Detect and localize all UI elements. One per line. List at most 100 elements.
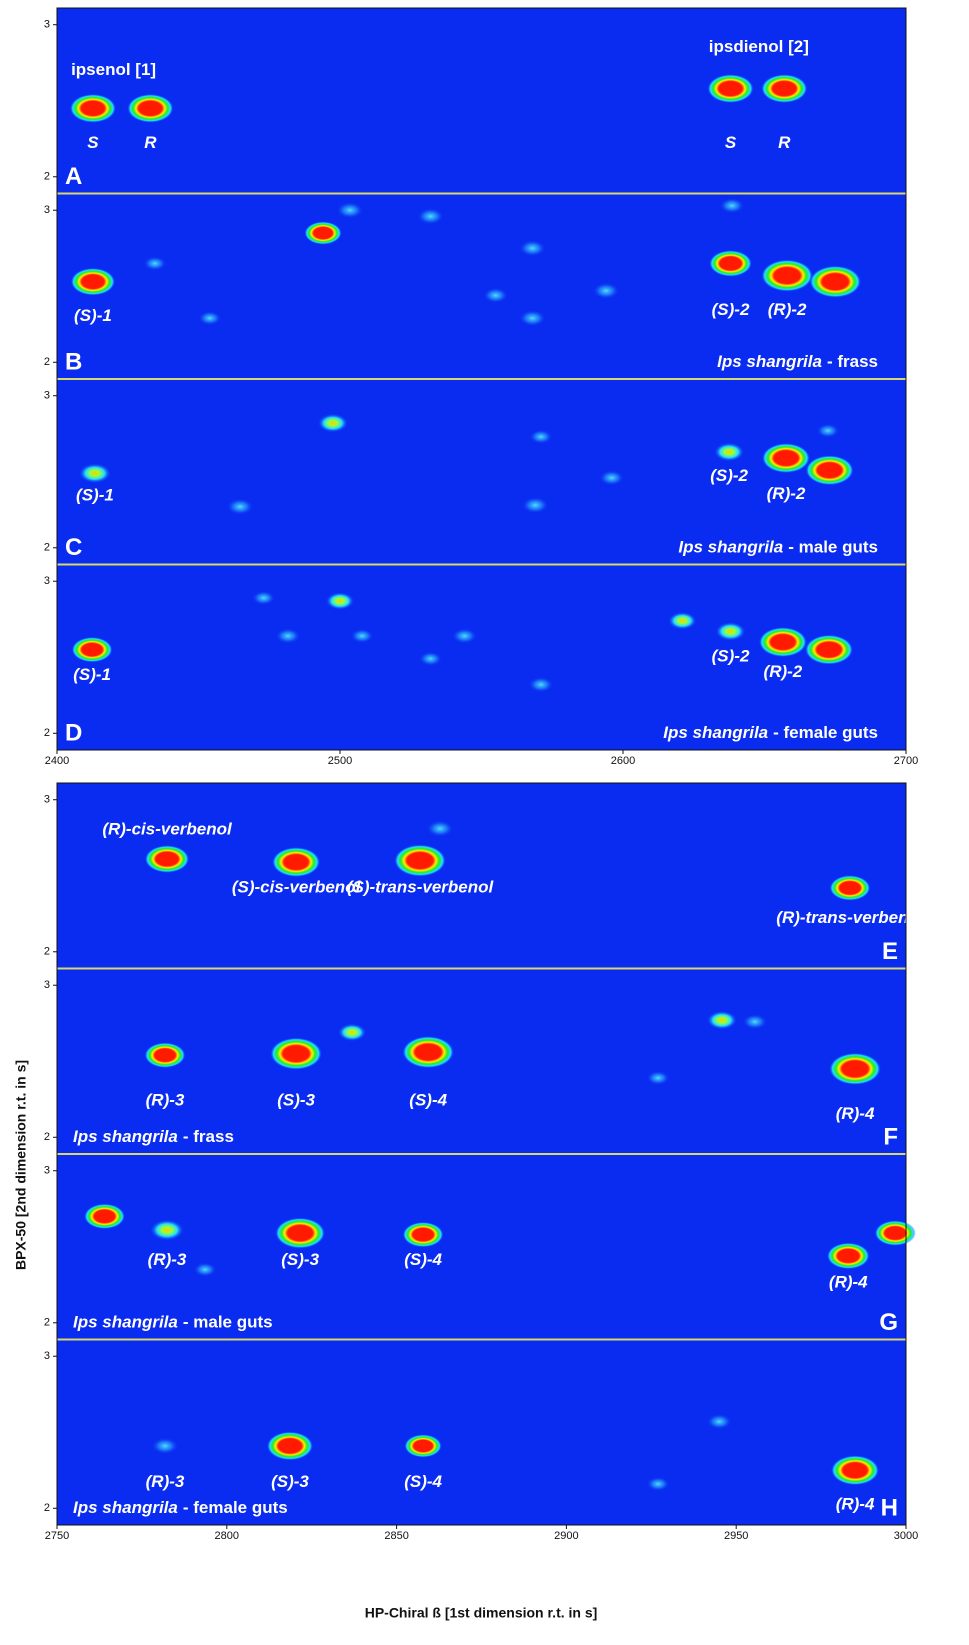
sample-part: - male guts [183, 1313, 273, 1332]
x-tick-label: 2850 [384, 1530, 408, 1542]
sample-label: Ips shangrila - female guts [663, 723, 878, 742]
peak [71, 636, 113, 663]
peak-label: (S)-3 [281, 1250, 319, 1269]
peak-label: (S)-cis-verbenol [232, 877, 362, 896]
x-tick-label: 2500 [328, 755, 352, 767]
plot-frame [56, 782, 907, 1526]
peak [78, 463, 112, 484]
species: Ips shangrila [73, 1498, 178, 1517]
panel-letter: G [879, 1309, 898, 1336]
peak-label: (S)-3 [277, 1090, 315, 1109]
x-tick-label: 2600 [611, 755, 635, 767]
peak [266, 1431, 314, 1461]
peak [275, 1217, 326, 1249]
panel-background [57, 1339, 906, 1525]
peak [193, 1262, 217, 1277]
peak [483, 287, 509, 304]
sample-label: Ips shangrila - frass [717, 352, 878, 371]
y-axis-title: BPX-50 [2nd dimension r.t. in s] [13, 1060, 29, 1270]
peak [144, 845, 190, 873]
peak [337, 1023, 367, 1042]
peak [69, 93, 117, 123]
peak [70, 267, 116, 296]
peak [417, 207, 444, 225]
x-axis-title: HP-Chiral ß [1st dimension r.t. in s] [365, 1605, 598, 1621]
peak [830, 1455, 880, 1486]
peak [226, 498, 254, 516]
y-tick-label: 2 [44, 171, 50, 183]
peak [275, 628, 301, 644]
x-tick-label: 3000 [894, 1530, 918, 1542]
y-tick-label: 2 [44, 1317, 50, 1329]
peak-label: (R)-3 [146, 1472, 185, 1491]
y-tick-label: 2 [44, 727, 50, 739]
peak-label: (R)-2 [768, 300, 807, 319]
y-tick-label: 3 [44, 1350, 50, 1362]
x-tick-label: 2400 [45, 755, 69, 767]
peak [829, 875, 871, 901]
sample-label: Ips shangrila - female guts [73, 1498, 288, 1517]
peak [874, 1220, 916, 1246]
panel-background [57, 379, 906, 565]
y-tick-label: 2 [44, 542, 50, 554]
panel-letter: A [65, 163, 82, 190]
peak [805, 455, 854, 486]
peak [519, 309, 546, 327]
peak [325, 592, 355, 610]
panel-letter: B [65, 348, 82, 375]
peak [350, 628, 374, 644]
peak [336, 201, 364, 219]
compound-label: ipsdienol [2] [709, 37, 809, 56]
y-tick-label: 3 [44, 390, 50, 402]
x-tick-label: 2950 [724, 1530, 748, 1542]
peak-label: (S)-4 [404, 1250, 442, 1269]
peak-label: (S)-2 [712, 647, 750, 666]
y-tick-label: 3 [44, 1165, 50, 1177]
peak [418, 651, 443, 666]
peak [761, 74, 808, 104]
peak [707, 74, 754, 104]
peak [127, 93, 174, 123]
x-tick-label: 2800 [215, 1530, 239, 1542]
panel-letter: E [882, 938, 898, 965]
panel-letter: C [65, 534, 82, 561]
peak-label: (S)-3 [271, 1472, 309, 1491]
species: Ips shangrila [73, 1127, 178, 1146]
y-tick-label: 3 [44, 794, 50, 806]
peak [706, 1010, 738, 1030]
y-tick-label: 3 [44, 204, 50, 216]
peak-label: (S)-1 [73, 665, 111, 684]
peak-label: (S)-trans-verbenol [347, 877, 495, 896]
y-tick-label: 2 [44, 1502, 50, 1514]
peak-label: (R)-trans-verbenol [776, 908, 925, 927]
species: Ips shangrila [678, 538, 783, 557]
sample-part: - female guts [183, 1498, 288, 1517]
peak [668, 611, 697, 630]
peak [519, 239, 546, 257]
peak [529, 429, 553, 444]
peak-label: S [725, 133, 737, 152]
peak-label: (S)-1 [76, 486, 114, 505]
peak [83, 1203, 126, 1230]
y-tick-label: 2 [44, 946, 50, 958]
x-tick-label: 2700 [894, 755, 918, 767]
peak [742, 1013, 768, 1030]
peak [592, 282, 620, 300]
peak [402, 1221, 444, 1248]
panel-letter: F [883, 1123, 898, 1150]
peak [709, 250, 753, 277]
peak-label: (R)-cis-verbenol [102, 820, 233, 839]
sample-label: Ips shangrila - frass [73, 1127, 234, 1146]
x-tick-label: 2900 [554, 1530, 578, 1542]
panel-background [57, 783, 906, 969]
y-tick-label: 3 [44, 19, 50, 31]
peak [452, 628, 478, 644]
species: Ips shangrila [663, 723, 768, 742]
panel-background [57, 564, 906, 750]
peak [719, 197, 745, 214]
peak [713, 442, 745, 462]
peak-label: S [87, 133, 99, 152]
peak-label: (R)-4 [836, 1495, 875, 1514]
sample-part: - male guts [788, 538, 878, 557]
peak-label: (R)-4 [836, 1104, 875, 1123]
